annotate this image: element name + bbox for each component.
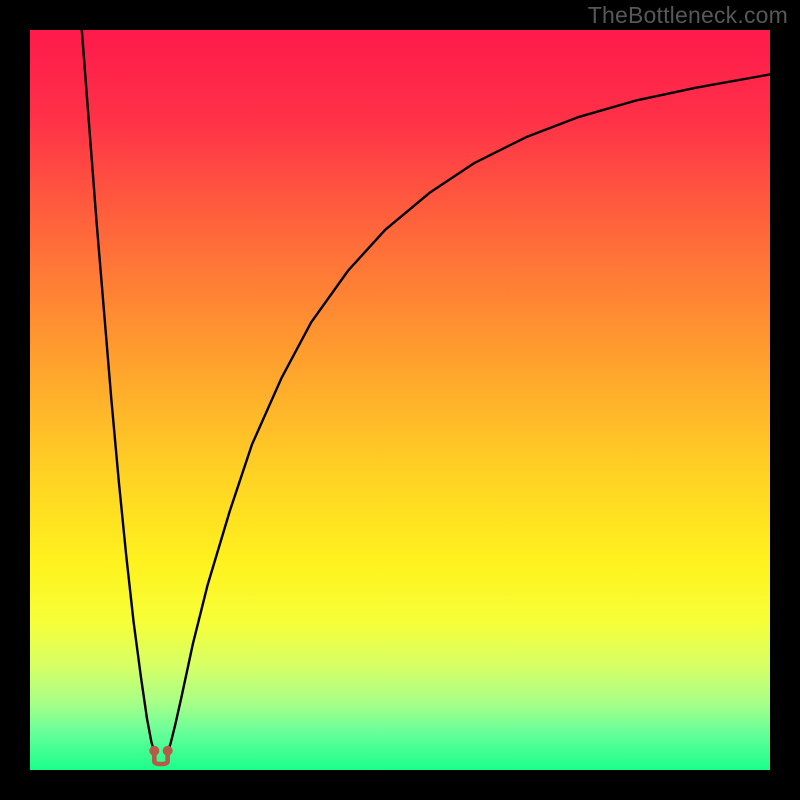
bottleneck-chart bbox=[0, 0, 800, 800]
dip-dot-left bbox=[149, 746, 159, 756]
watermark-text: TheBottleneck.com bbox=[588, 2, 788, 29]
dip-dot-right bbox=[163, 746, 173, 756]
chart-stage: TheBottleneck.com bbox=[0, 0, 800, 800]
plot-background bbox=[30, 30, 770, 770]
